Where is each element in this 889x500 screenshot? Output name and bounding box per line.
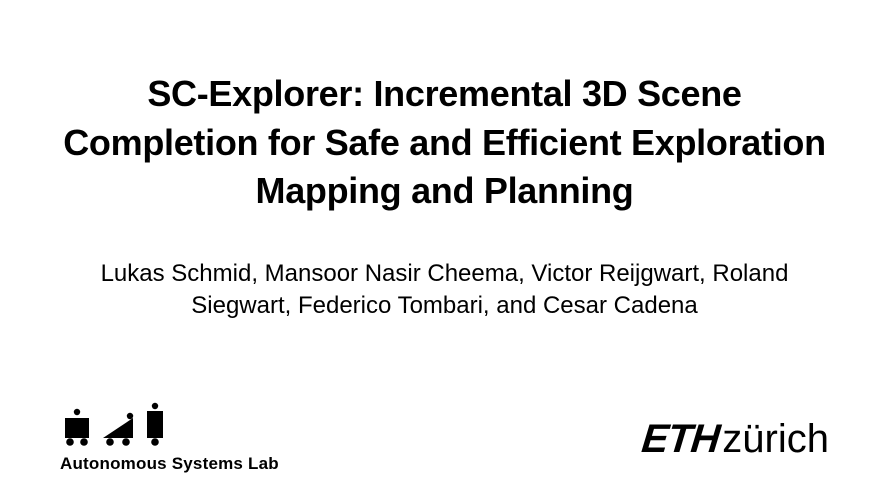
title-slide: SC-Explorer: Incremental 3D Scene Comple… — [0, 0, 889, 500]
eth-bold-text: ETH — [640, 417, 722, 462]
eth-light-text: zürich — [722, 417, 829, 461]
footer: Autonomous Systems Lab ETHzürich — [0, 384, 889, 474]
paper-title: SC-Explorer: Incremental 3D Scene Comple… — [60, 70, 829, 216]
asl-shape-3-icon — [144, 402, 166, 446]
asl-label: Autonomous Systems Lab — [60, 454, 279, 474]
asl-shape-1-icon — [62, 408, 92, 446]
asl-logo: Autonomous Systems Lab — [60, 402, 279, 474]
eth-logo: ETHzürich — [642, 417, 829, 462]
author-list: Lukas Schmid, Mansoor Nasir Cheema, Vict… — [60, 258, 829, 323]
asl-shapes-icon — [60, 402, 279, 446]
asl-shape-2-icon — [101, 412, 135, 446]
